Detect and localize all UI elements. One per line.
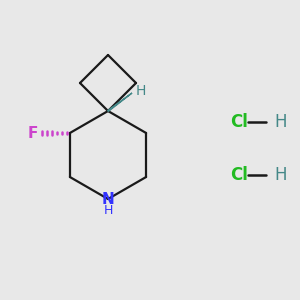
Text: Cl: Cl [230,166,248,184]
Text: H: H [136,84,146,98]
Text: H: H [274,166,286,184]
Polygon shape [108,93,132,111]
Text: H: H [103,205,113,218]
Text: Cl: Cl [230,113,248,131]
Text: H: H [274,113,286,131]
Text: F: F [28,125,38,140]
Text: N: N [102,191,114,206]
